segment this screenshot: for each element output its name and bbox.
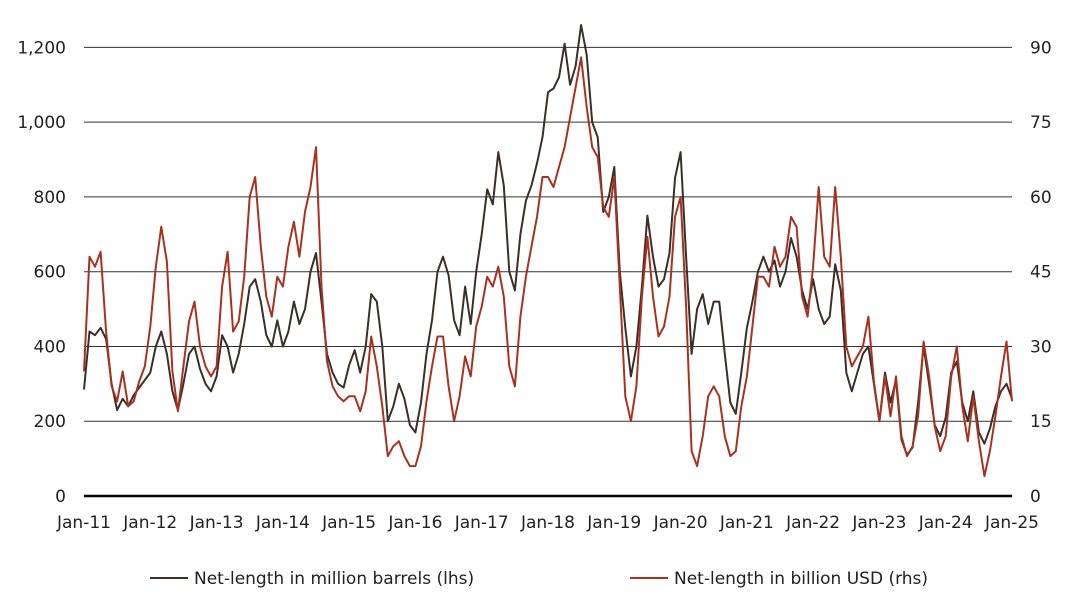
left-tick-label: 1,200 (17, 38, 66, 58)
left-tick-label: 400 (34, 337, 66, 357)
left-axis-ticks: 0 200 400 600 800 1,000 1,200 (17, 38, 66, 507)
x-tick-label: Jan-13 (189, 513, 244, 533)
right-tick-label: 75 (1030, 113, 1052, 133)
right-tick-label: 60 (1030, 188, 1052, 208)
x-tick-label: Jan-12 (122, 513, 177, 533)
left-tick-label: 0 (55, 487, 66, 507)
x-tick-label: Jan-20 (653, 513, 708, 533)
right-tick-label: 30 (1030, 337, 1052, 357)
x-tick-label: Jan-14 (255, 513, 310, 533)
right-tick-label: 0 (1030, 487, 1041, 507)
x-tick-label: Jan-24 (918, 513, 973, 533)
right-axis-ticks: 0 15 30 45 60 75 90 (1030, 38, 1052, 507)
x-tick-label: Jan-15 (321, 513, 376, 533)
right-tick-label: 15 (1030, 412, 1052, 432)
legend: Net-length in million barrels (lhs) Net-… (150, 569, 928, 589)
x-tick-label: Jan-25 (984, 513, 1039, 533)
legend-item-usd: Net-length in billion USD (rhs) (630, 569, 928, 589)
left-tick-label: 600 (34, 263, 66, 283)
legend-item-barrels: Net-length in million barrels (lhs) (150, 569, 474, 589)
right-tick-label: 90 (1030, 38, 1052, 58)
right-tick-label: 45 (1030, 263, 1052, 283)
x-tick-label: Jan-22 (785, 513, 840, 533)
left-tick-label: 800 (34, 188, 66, 208)
left-tick-label: 1,000 (17, 113, 66, 133)
legend-label-usd: Net-length in billion USD (rhs) (674, 569, 928, 589)
x-tick-label: Jan-18 (520, 513, 575, 533)
x-tick-label: Jan-16 (387, 513, 442, 533)
x-tick-label: Jan-23 (851, 513, 906, 533)
series-line-barrels (83, 24, 1013, 456)
x-tick-label: Jan-19 (586, 513, 641, 533)
legend-label-barrels: Net-length in million barrels (lhs) (194, 569, 474, 589)
x-axis-ticks: Jan-11 Jan-12 Jan-13 Jan-14 Jan-15 Jan-16 Jan-… (56, 513, 1039, 533)
gridlines (84, 46, 1012, 422)
x-tick-label: Jan-11 (56, 513, 111, 533)
left-tick-label: 200 (34, 412, 66, 432)
series-line-usd (83, 56, 1013, 478)
x-tick-label: Jan-21 (719, 513, 774, 533)
series-lines (83, 24, 1013, 478)
x-tick-label: Jan-17 (454, 513, 509, 533)
